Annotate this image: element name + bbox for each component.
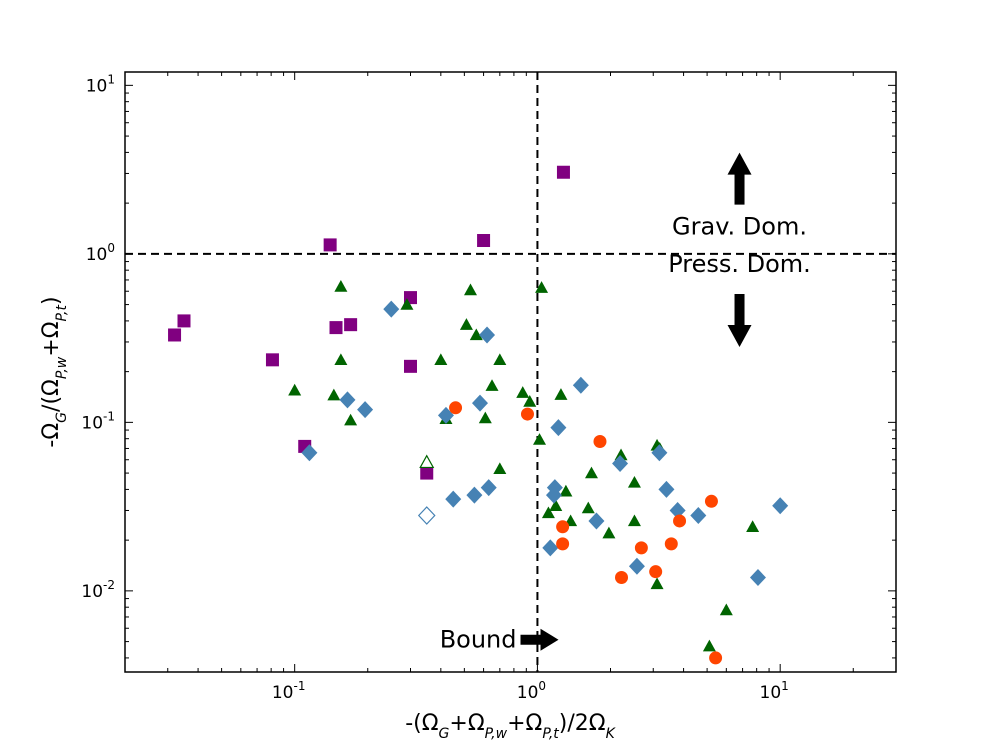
triangle-point (469, 328, 483, 341)
triangle-point (493, 462, 507, 475)
triangle-point (627, 514, 641, 527)
triangle-point (549, 499, 563, 511)
diamond-point (658, 480, 675, 498)
diamond-point (612, 454, 629, 472)
triangle-point (602, 526, 616, 539)
circle-point (649, 565, 663, 579)
diamond-point (301, 444, 318, 462)
triangle-point (419, 454, 435, 469)
diamond-point (669, 501, 686, 519)
diamond-point (749, 569, 766, 587)
triangle-point (702, 639, 716, 652)
circle-point (556, 537, 570, 551)
diamond-point (339, 391, 356, 409)
triangle-point (493, 353, 507, 366)
square-point (477, 234, 491, 248)
triangle-point (533, 433, 547, 445)
annotations: Grav. Dom. Press. Dom. Bound (440, 152, 811, 654)
diamond-point (588, 512, 605, 530)
triangle-point (327, 388, 341, 401)
diamond-point (542, 539, 559, 557)
y-tick-label: 10-2 (81, 578, 115, 602)
triangle-point (581, 501, 595, 514)
triangle-point (650, 577, 664, 590)
x-tick-label: 100 (517, 679, 546, 703)
diamond-point (572, 376, 589, 394)
diamond-point (383, 300, 400, 318)
circle-point (704, 494, 718, 508)
data-points (168, 165, 789, 665)
triangle-point (719, 603, 733, 616)
diamond-point (437, 406, 454, 424)
y-tick-label: 100 (86, 241, 115, 265)
diamond-point (417, 506, 436, 525)
square-point (403, 359, 417, 373)
triangle-point (434, 353, 448, 366)
diamond-point (690, 507, 707, 525)
square-point (323, 238, 337, 252)
diamond-point (445, 490, 462, 508)
triangle-point (584, 466, 598, 479)
circle-point (556, 520, 570, 534)
right-arrow-icon (520, 628, 559, 651)
circle-point (449, 401, 463, 415)
square-point (177, 314, 191, 328)
diamond-point (772, 497, 789, 515)
circle-point (634, 541, 648, 555)
triangle-point (535, 281, 549, 293)
diamond-point (471, 394, 488, 412)
up-arrow-icon (727, 152, 752, 205)
triangle-point (400, 298, 414, 310)
triangle-point (523, 394, 537, 407)
square-point (329, 321, 343, 335)
grav-dom-label: Grav. Dom. (672, 213, 807, 241)
triangle-point (334, 280, 348, 292)
diamond-point (479, 326, 496, 344)
reference-lines (125, 72, 896, 672)
circle-point (664, 537, 678, 551)
press-dom-label: Press. Dom. (668, 250, 811, 278)
triangle-point (478, 411, 492, 424)
triangle-point (554, 388, 568, 400)
triangle-point (746, 520, 760, 532)
diamond-point (651, 444, 668, 462)
triangle-point (463, 283, 477, 296)
x-tick-label: 10-1 (272, 679, 306, 703)
circle-point (673, 514, 687, 528)
diamond-point (466, 486, 483, 504)
triangle-point (559, 484, 573, 497)
triangle-point (541, 506, 555, 519)
diamond-point (550, 419, 567, 437)
circle-point (593, 434, 607, 448)
diamond-point (546, 479, 563, 497)
triangle-point (516, 386, 530, 398)
triangle-point (288, 383, 302, 396)
bound-label: Bound (440, 626, 517, 654)
plot-frame (124, 71, 897, 673)
diamond-point (357, 401, 374, 419)
circle-point (615, 571, 629, 585)
y-axis-title: -ΩG/(ΩP,w+ΩP,t) (39, 296, 70, 447)
square-point (168, 328, 182, 342)
triangle-point (627, 475, 641, 488)
circle-point (709, 651, 723, 665)
square-point (344, 318, 358, 332)
triangle-point (344, 413, 358, 426)
diamond-point (628, 557, 645, 575)
triangle-point (334, 353, 348, 366)
triangle-point (485, 379, 499, 391)
circle-point (520, 407, 534, 421)
square-point (265, 353, 279, 367)
down-arrow-icon (727, 294, 752, 348)
y-tick-label: 101 (86, 72, 115, 96)
diamond-point (480, 479, 497, 497)
triangle-point (459, 318, 473, 330)
x-tick-label: 101 (760, 679, 789, 703)
y-tick-label: 10-1 (81, 409, 115, 433)
square-point (420, 466, 434, 480)
square-point (556, 165, 570, 179)
triangle-point (614, 448, 628, 461)
